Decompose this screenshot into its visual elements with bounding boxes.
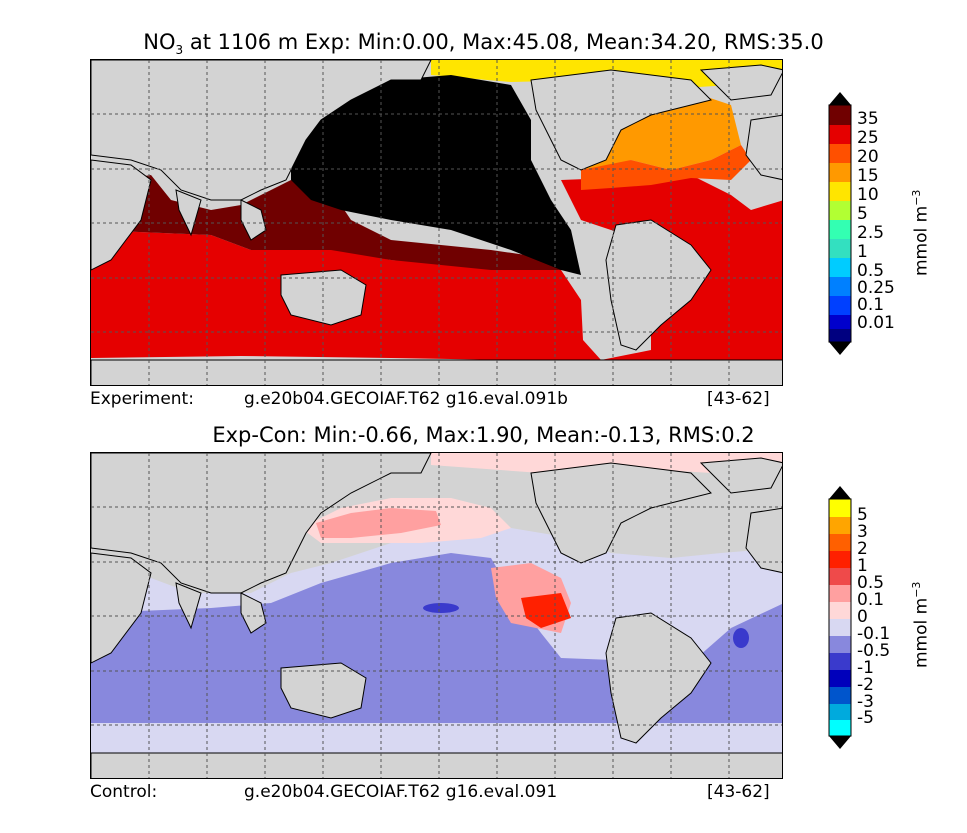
difference-colorbar bbox=[828, 486, 852, 749]
difference-colorbar-svg bbox=[828, 486, 852, 749]
diff-cb-label-0-5: 0.5 bbox=[857, 573, 885, 593]
experiment-units-exp: −3 bbox=[910, 189, 923, 206]
experiment-units: mmol m−3 bbox=[910, 190, 932, 276]
exp-cb-label-5: 5 bbox=[857, 204, 868, 224]
diff-land-antarctica bbox=[91, 752, 782, 778]
experiment-footer-label: Experiment: bbox=[90, 389, 194, 409]
exp-land-africa bbox=[91, 159, 152, 271]
diff-cb-label-5: 5 bbox=[857, 505, 868, 525]
diff-ocean-eq-pacific-strong bbox=[521, 593, 571, 628]
experiment-footer-years: [43-62] bbox=[707, 389, 770, 409]
diff-land-africa bbox=[91, 552, 152, 664]
difference-footer-case: g.e20b04.GECOIAF.T62 g16.eval.091 bbox=[244, 782, 558, 802]
exp-cb-label-0-5: 0.5 bbox=[857, 261, 885, 281]
diff-grid bbox=[91, 453, 782, 778]
diff-land-greenland bbox=[699, 457, 782, 494]
experiment-colorbar bbox=[828, 92, 852, 355]
exp-land-australia bbox=[280, 269, 367, 326]
diff-cb-label-3: 3 bbox=[857, 522, 868, 542]
difference-units-text: mmol m bbox=[911, 597, 932, 668]
diff-land-s-america bbox=[605, 612, 712, 744]
exp-land-eurasia bbox=[91, 60, 432, 201]
difference-units: mmol m−3 bbox=[910, 582, 932, 668]
exp-cb-label-2-5: 2.5 bbox=[857, 223, 885, 243]
diff-cb-label-neg-0-5: -0.5 bbox=[857, 641, 891, 661]
diff-ocean-pacific-negative bbox=[423, 603, 459, 613]
diff-cb-label-0-1: 0.1 bbox=[857, 590, 885, 610]
exp-grid bbox=[91, 60, 782, 385]
experiment-title: NO3 at 1106 m Exp: Min:0.00, Max:45.08, … bbox=[0, 30, 967, 57]
diff-cb-label-neg-1: -1 bbox=[857, 658, 874, 678]
exp-land-s-america bbox=[605, 219, 712, 351]
exp-land-antarctica bbox=[91, 359, 782, 385]
exp-cb-label-10: 10 bbox=[857, 185, 879, 205]
diff-land-australia bbox=[280, 662, 367, 719]
diff-land-se-asia bbox=[240, 592, 267, 634]
diff-ocean-atlantic-negative bbox=[733, 628, 749, 648]
difference-footer-label: Control: bbox=[90, 782, 158, 802]
exp-cb-label-20: 20 bbox=[857, 147, 879, 167]
diff-cb-label-1: 1 bbox=[857, 556, 868, 576]
experiment-map bbox=[90, 59, 783, 386]
exp-cb-label-35: 35 bbox=[857, 109, 879, 129]
exp-ocean-south bbox=[91, 200, 782, 365]
experiment-units-text: mmol m bbox=[911, 205, 932, 276]
diff-cb-label-neg-0-1: -0.1 bbox=[857, 624, 891, 644]
exp-land-india bbox=[175, 189, 202, 237]
difference-title: Exp-Con: Min:-0.66, Max:1.90, Mean:-0.13… bbox=[212, 423, 755, 447]
difference-map-canvas bbox=[91, 453, 782, 778]
exp-cb-label-0-1: 0.1 bbox=[857, 295, 885, 315]
experiment-footer-case: g.e20b04.GECOIAF.T62 g16.eval.091b bbox=[244, 389, 568, 409]
diff-land-india bbox=[175, 582, 202, 630]
exp-cb-label-15: 15 bbox=[857, 166, 879, 186]
exp-cb-label-1: 1 bbox=[857, 242, 868, 262]
diff-ocean-arctic-pink bbox=[431, 453, 782, 473]
exp-cb-label-0-01: 0.01 bbox=[857, 313, 895, 333]
difference-map bbox=[90, 452, 783, 779]
experiment-title-species: NO bbox=[143, 30, 176, 54]
experiment-title-subscript: 3 bbox=[175, 43, 184, 58]
experiment-map-canvas bbox=[91, 60, 782, 385]
exp-land-europe bbox=[745, 114, 782, 181]
exp-cb-label-25: 25 bbox=[857, 128, 879, 148]
diff-cb-label-neg-3: -3 bbox=[857, 692, 874, 712]
diff-land-europe bbox=[745, 507, 782, 574]
diff-cb-label-neg-2: -2 bbox=[857, 675, 874, 695]
exp-ocean-pacific-black bbox=[291, 75, 581, 275]
diff-cb-label-neg-5: -5 bbox=[857, 708, 874, 728]
diff-ocean-n-pacific-red bbox=[316, 508, 441, 538]
experiment-title-stats: at 1106 m Exp: Min:0.00, Max:45.08, Mean… bbox=[183, 30, 824, 54]
exp-land-greenland bbox=[699, 64, 782, 101]
exp-ocean-n-atlantic-darkorange bbox=[581, 145, 751, 190]
difference-footer-years: [43-62] bbox=[707, 782, 770, 802]
diff-land-eurasia bbox=[91, 453, 432, 594]
difference-units-exp: −3 bbox=[910, 581, 923, 598]
exp-cb-label-0-25: 0.25 bbox=[857, 278, 895, 298]
experiment-colorbar-svg bbox=[828, 92, 852, 355]
exp-land-se-asia bbox=[240, 199, 267, 241]
diff-cb-label-0: 0 bbox=[857, 607, 868, 627]
diff-cb-label-2: 2 bbox=[857, 539, 868, 559]
